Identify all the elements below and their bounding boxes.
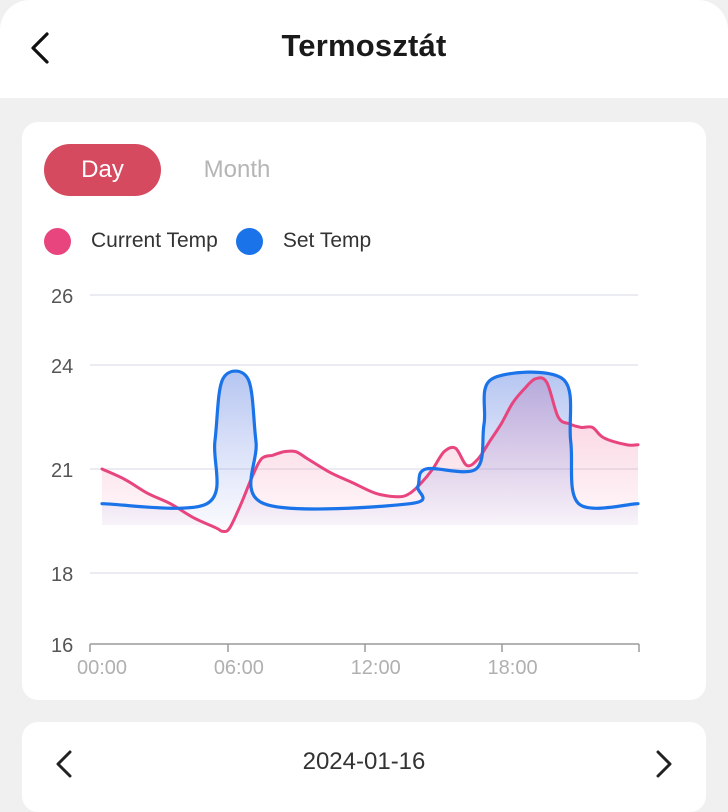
x-tick-label: 00:00 — [77, 657, 127, 679]
date-navigator: 2024-01-16 — [22, 722, 706, 812]
chevron-right-icon — [656, 750, 672, 778]
page-title: Termosztát — [281, 28, 447, 63]
x-tick-label: 18:00 — [488, 657, 538, 679]
set-temp-line — [100, 369, 640, 511]
next-day-button[interactable] — [644, 744, 684, 784]
chevron-left-icon — [56, 750, 72, 778]
y-tick-label: 18 — [51, 564, 73, 586]
legend-marker-set-temp — [235, 227, 263, 255]
y-tick-label: 16 — [51, 635, 73, 657]
chart-legend: Current Temp Set Temp — [44, 226, 389, 256]
y-tick-label: 26 — [51, 286, 73, 308]
top-bar: Termosztát — [0, 0, 728, 98]
tab-month[interactable]: Month — [203, 156, 271, 183]
date-label: 2024-01-16 — [302, 748, 426, 775]
chart-card: Day Month Current Temp Set Temp 26 24 21 18… — [22, 122, 706, 700]
y-tick-label: 21 — [51, 460, 73, 482]
legend-label-set-temp: Set Temp — [282, 229, 372, 252]
set-temp-area — [102, 371, 638, 525]
previous-day-button[interactable] — [44, 744, 84, 784]
y-tick-label: 24 — [51, 356, 73, 378]
chevron-left-icon — [31, 32, 49, 64]
back-button[interactable] — [20, 28, 60, 68]
current-temp-line — [100, 376, 640, 534]
legend-marker-current-temp — [44, 227, 71, 255]
legend-label-current-temp: Current Temp — [91, 229, 218, 252]
tab-day[interactable]: Day — [44, 144, 161, 196]
x-tick-label: 06:00 — [214, 657, 264, 679]
x-tick-label: 12:00 — [351, 657, 401, 679]
